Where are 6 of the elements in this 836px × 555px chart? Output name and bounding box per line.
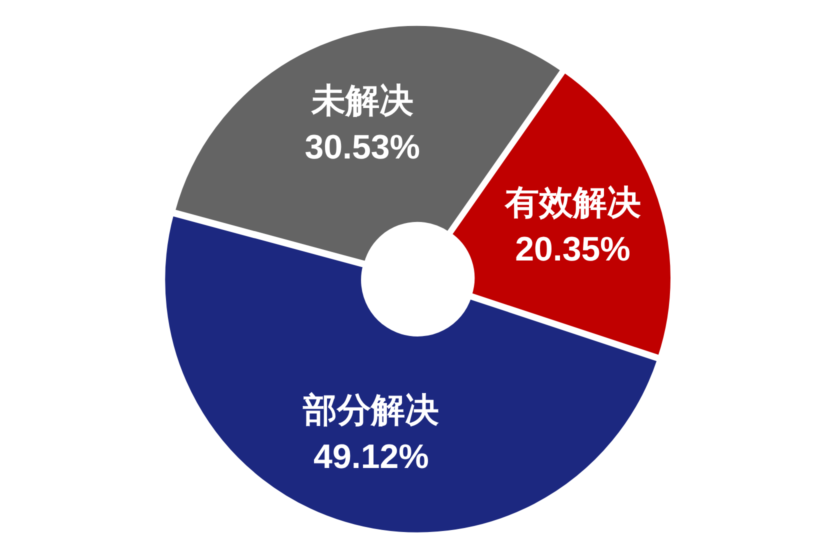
data-label: 20.35% <box>515 230 630 268</box>
slice-label: 有效解决 <box>504 182 641 223</box>
slice-label: 部分解决 <box>302 390 440 431</box>
slice-label: 未解决 <box>310 81 414 122</box>
data-label: 49.12% <box>314 438 429 476</box>
data-label: 30.53% <box>304 128 420 167</box>
